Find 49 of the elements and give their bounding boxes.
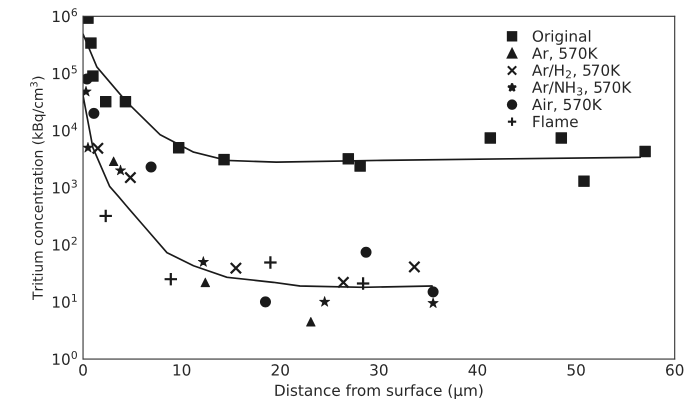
point bbox=[124, 171, 137, 184]
x-tick-label: 40 bbox=[468, 364, 486, 376]
y-tick-label: 10$^{0}$ bbox=[52, 350, 77, 365]
legend-label: Flame bbox=[533, 115, 578, 128]
point bbox=[319, 296, 330, 307]
point bbox=[163, 272, 178, 287]
legend-label: Air, 570K bbox=[532, 98, 602, 112]
y-tick-label: 10$^{5}$ bbox=[52, 65, 77, 80]
x-tick-label: 0 bbox=[79, 364, 87, 376]
point bbox=[428, 286, 439, 298]
x-tick-label: 20 bbox=[272, 364, 289, 376]
x-tick-label: 30 bbox=[370, 364, 388, 376]
point bbox=[83, 142, 94, 152]
point bbox=[98, 208, 114, 224]
y-tick-label: 10$^{2}$ bbox=[52, 236, 77, 251]
point bbox=[260, 296, 271, 308]
x-axis-title: Distance from surface (µm) bbox=[275, 384, 483, 400]
x-tick-label: 10 bbox=[174, 364, 190, 376]
point bbox=[230, 262, 242, 274]
point bbox=[360, 246, 372, 258]
x-tick-label: 50 bbox=[568, 364, 585, 376]
point bbox=[108, 156, 118, 166]
point bbox=[88, 108, 100, 119]
point bbox=[92, 142, 104, 155]
point bbox=[639, 146, 651, 158]
point bbox=[306, 316, 316, 326]
point bbox=[337, 276, 350, 289]
point bbox=[428, 297, 439, 308]
point bbox=[198, 256, 209, 267]
legend-label: Ar/H$_{2}$, 570K bbox=[532, 64, 620, 78]
point bbox=[408, 260, 421, 274]
y-axis-title: Tritium concentration (kBq/cm$^{3}$) bbox=[30, 76, 46, 300]
point bbox=[578, 175, 590, 187]
y-tick-label: 10$^{6}$ bbox=[52, 8, 78, 22]
point bbox=[356, 276, 370, 291]
y-tick-label: 10$^{3}$ bbox=[52, 180, 77, 194]
y-tick-label: 10$^{1}$ bbox=[52, 294, 77, 308]
point bbox=[200, 278, 210, 288]
point bbox=[146, 162, 157, 173]
point bbox=[556, 132, 568, 144]
y-tick-label: 10$^{4}$ bbox=[52, 122, 78, 136]
point bbox=[100, 96, 112, 108]
legend-label: Ar, 570K bbox=[532, 47, 598, 61]
point bbox=[484, 132, 496, 144]
point bbox=[263, 255, 278, 270]
legend-label: Original bbox=[532, 30, 590, 45]
legend-label: Ar/NH$_{3}$, 570K bbox=[532, 81, 632, 96]
x-tick-label: 60 bbox=[666, 364, 684, 376]
point bbox=[115, 164, 126, 176]
